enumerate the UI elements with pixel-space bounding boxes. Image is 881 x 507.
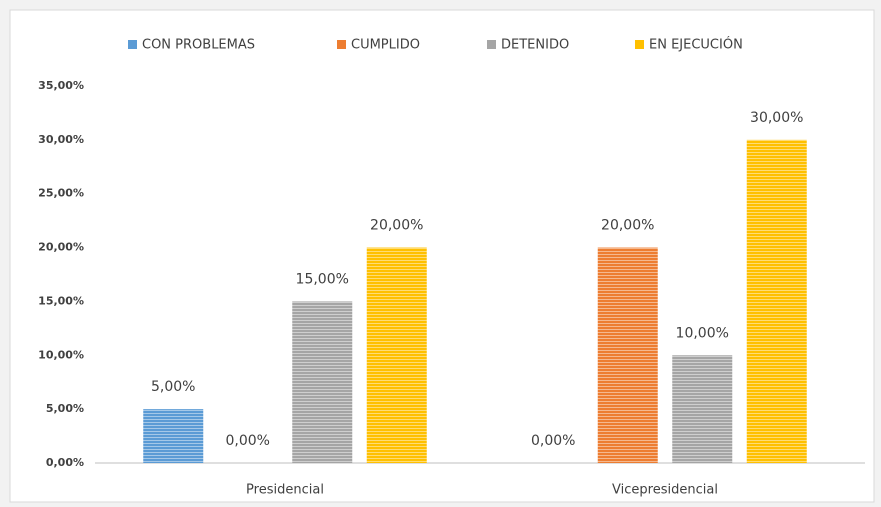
legend-swatch bbox=[635, 40, 644, 49]
bar bbox=[746, 139, 807, 463]
value-label: 15,00% bbox=[296, 271, 349, 287]
bar bbox=[292, 301, 353, 463]
y-tick-label: 0,00% bbox=[46, 456, 84, 469]
legend-label: CON PROBLEMAS bbox=[142, 38, 255, 53]
value-label: 30,00% bbox=[750, 110, 803, 126]
bar bbox=[366, 247, 427, 463]
value-label: 0,00% bbox=[531, 433, 575, 449]
y-tick-label: 30,00% bbox=[38, 133, 84, 146]
y-tick-label: 25,00% bbox=[38, 187, 84, 200]
bar bbox=[672, 355, 733, 463]
y-tick-label: 35,00% bbox=[38, 79, 84, 92]
chart-area bbox=[9, 9, 875, 503]
bar bbox=[597, 247, 658, 463]
x-tick-label: Vicepresidencial bbox=[612, 483, 718, 498]
value-label: 20,00% bbox=[601, 218, 654, 234]
legend-swatch bbox=[337, 40, 346, 49]
value-label: 5,00% bbox=[151, 379, 195, 395]
y-tick-label: 10,00% bbox=[38, 348, 84, 361]
value-label: 0,00% bbox=[226, 433, 270, 449]
x-tick-label: Presidencial bbox=[246, 483, 324, 498]
legend-label: EN EJECUCIÓN bbox=[649, 37, 743, 53]
y-tick-label: 15,00% bbox=[38, 294, 84, 307]
legend-label: CUMPLIDO bbox=[351, 38, 420, 53]
value-label: 10,00% bbox=[676, 325, 729, 341]
bar bbox=[143, 409, 204, 463]
legend-label: DETENIDO bbox=[501, 38, 569, 53]
y-tick-label: 5,00% bbox=[46, 402, 84, 415]
legend-swatch bbox=[487, 40, 496, 49]
value-label: 20,00% bbox=[370, 218, 423, 234]
legend-swatch bbox=[128, 40, 137, 49]
y-tick-label: 20,00% bbox=[38, 241, 84, 254]
